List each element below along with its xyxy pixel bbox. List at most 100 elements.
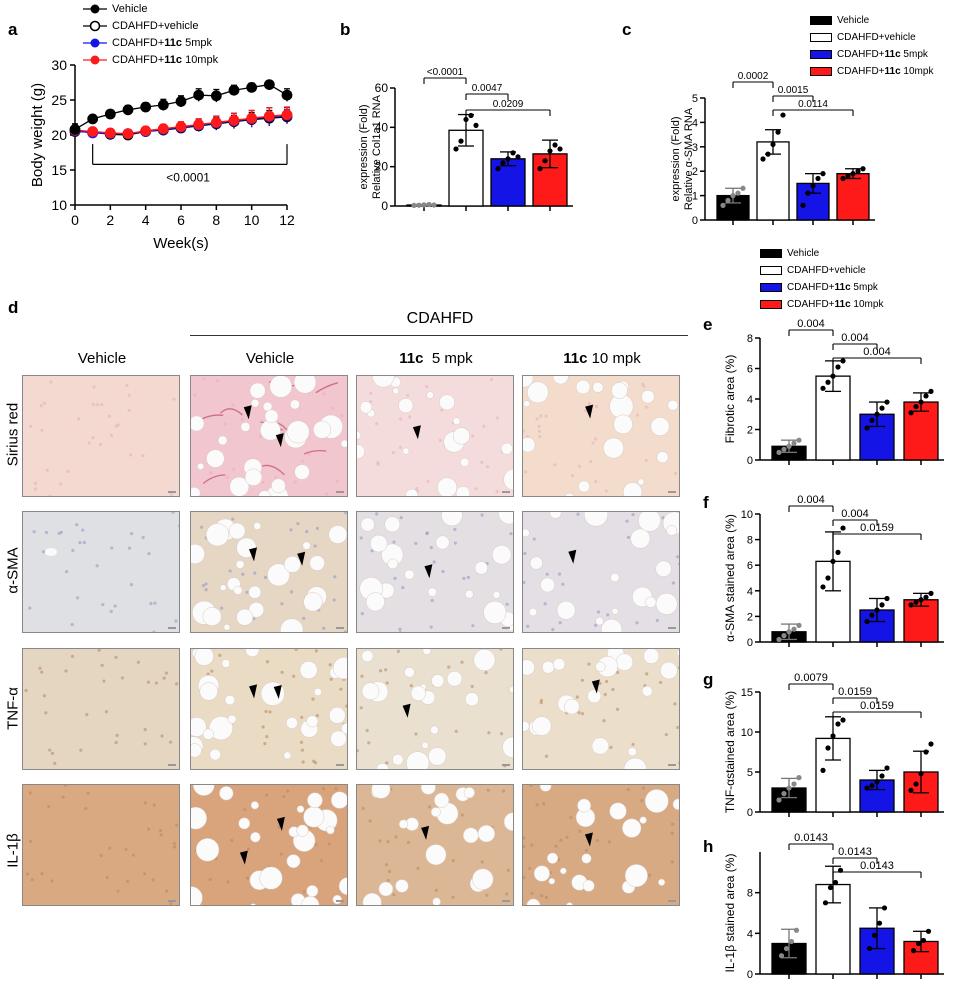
nucleus — [557, 572, 562, 576]
a-pvalue: <0.0001 — [166, 170, 210, 184]
h-point-3 — [925, 928, 932, 934]
nucleus — [105, 875, 109, 880]
nucleus — [322, 392, 326, 396]
nucleus — [322, 626, 326, 630]
e-point-2 — [869, 417, 875, 423]
chart-e-fibrotic-area: 0 2 4 6 8 Fibrotic area (%) 0.004 0.004 0.004 — [723, 318, 944, 467]
e-ytick-label: 0 — [747, 455, 753, 467]
lipid-vacuole — [430, 725, 439, 735]
lipid-vacuole — [245, 649, 260, 658]
tissue-texture — [24, 649, 179, 765]
lipid-vacuole — [581, 853, 592, 864]
lipid-vacuole — [483, 600, 507, 625]
nucleus — [289, 528, 293, 532]
nucleus — [451, 858, 455, 863]
lipid-vacuole — [500, 442, 513, 455]
lipid-vacuole — [405, 488, 419, 496]
nucleus — [147, 552, 151, 556]
nucleus — [40, 428, 44, 432]
a-ytick-label: 10 — [51, 197, 67, 213]
lipid-vacuole — [446, 670, 463, 687]
lipid-vacuole — [191, 886, 203, 905]
arrowhead-icon — [412, 425, 421, 440]
b-point-2 — [515, 154, 521, 160]
nucleus — [485, 893, 489, 897]
lipid-vacuole — [464, 692, 479, 707]
g-ylabel: TNF-αstained area (%) — [723, 691, 737, 813]
arrowhead-icon — [275, 433, 284, 448]
nucleus — [146, 680, 151, 684]
f-point-1 — [820, 584, 826, 590]
legend-top-item-cdahfd: CDAHFD+vehicle — [810, 29, 933, 46]
lipid-vacuole — [283, 555, 301, 573]
legend-mid-label-cdahfd: CDAHFD+vehicle — [787, 265, 866, 276]
nucleus — [59, 482, 63, 486]
histology-image-r0-c0 — [22, 375, 180, 497]
nucleus — [485, 465, 490, 469]
nucleus — [505, 602, 509, 606]
nucleus — [367, 741, 371, 745]
nucleus — [430, 598, 434, 603]
g-point-0 — [791, 781, 797, 787]
lipid-vacuole — [509, 686, 513, 694]
lipid-vacuole — [286, 854, 301, 869]
f-ytick-label: 8 — [747, 535, 753, 547]
nucleus — [175, 823, 179, 827]
e-point-1 — [830, 373, 836, 379]
nucleus — [524, 470, 528, 474]
tissue-texture — [357, 376, 513, 496]
a-ytick-label: 25 — [51, 92, 67, 108]
nucleus — [545, 572, 549, 576]
nucleus — [79, 748, 83, 752]
lipid-vacuole — [338, 877, 347, 896]
scale-bar — [168, 764, 176, 766]
nucleus — [581, 712, 585, 716]
lipid-vacuole — [195, 838, 220, 862]
h-point-1 — [822, 900, 829, 906]
nucleus — [343, 630, 347, 632]
b-point-1 — [458, 138, 464, 144]
lipid-vacuole — [224, 694, 236, 706]
lipid-vacuole — [639, 816, 647, 824]
lipid-vacuole — [531, 716, 552, 736]
nucleus — [286, 789, 290, 793]
lipid-vacuole — [676, 649, 679, 656]
g-point-2 — [874, 779, 880, 785]
nucleus — [587, 662, 591, 666]
lipid-vacuole — [430, 807, 441, 818]
nucleus — [501, 789, 506, 793]
nucleus — [399, 417, 403, 421]
nucleus — [429, 625, 433, 629]
nucleus — [606, 613, 610, 617]
lipid-vacuole — [387, 558, 399, 570]
lipid-vacuole — [559, 867, 567, 875]
nucleus — [40, 670, 44, 674]
nucleus — [392, 540, 396, 544]
lipid-vacuole — [523, 437, 536, 453]
nucleus — [394, 835, 398, 839]
nucleus — [379, 669, 383, 673]
nucleus — [97, 649, 101, 652]
legend-mid-swatch-5mpk — [760, 283, 782, 292]
arrowhead-icon — [239, 850, 248, 865]
lipid-vacuole — [613, 414, 633, 435]
g-ytick-label: 15 — [741, 687, 753, 699]
g-ytick-label: 10 — [741, 727, 753, 739]
nucleus — [360, 674, 364, 678]
lipid-vacuole — [503, 468, 513, 491]
c-point-0 — [725, 197, 731, 204]
lipid-vacuole — [577, 798, 592, 813]
arrowhead-icon — [243, 405, 252, 420]
a-point-0 — [140, 101, 152, 113]
nucleus — [386, 840, 390, 844]
lipid-vacuole — [611, 382, 628, 399]
nucleus — [460, 813, 464, 817]
h-ytick-label: 4 — [747, 928, 753, 940]
histology-image-r1-c1 — [190, 511, 348, 633]
nucleus — [670, 822, 675, 826]
lipid-vacuole — [422, 649, 432, 655]
nucleus — [499, 649, 503, 651]
nucleus — [466, 575, 470, 580]
chart-g-tnfa-stained: 0 5 10 15 TNF-αstained area (%) 0.0079 0.0159 0… — [723, 672, 944, 819]
tissue-texture — [361, 785, 513, 905]
